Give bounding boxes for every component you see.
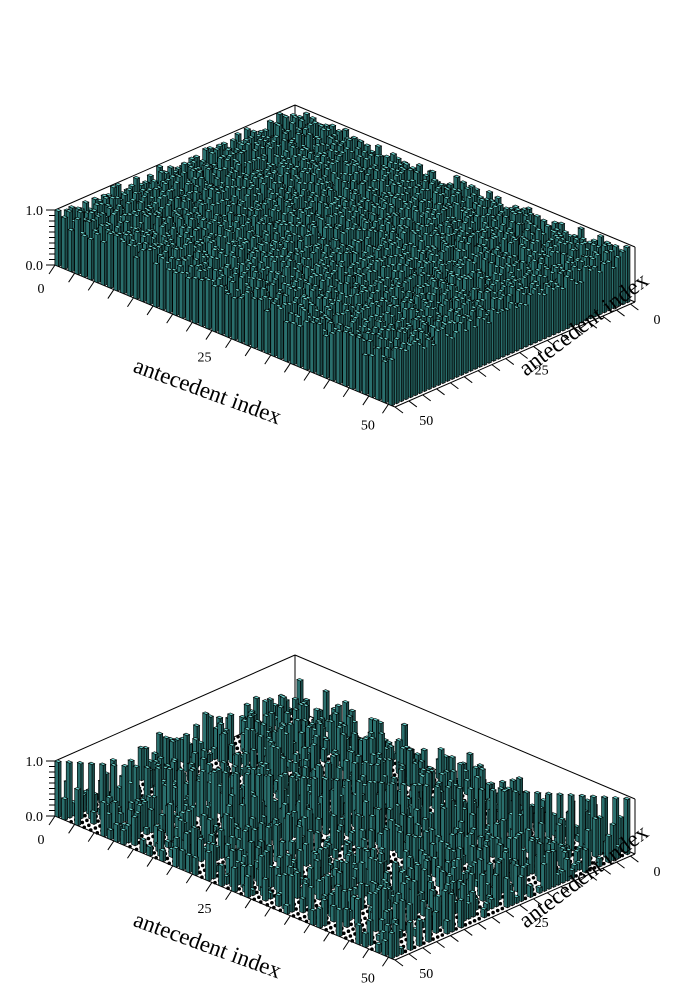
bar-top	[298, 118, 306, 122]
bar-top	[253, 143, 262, 147]
frame-edge	[54, 104, 296, 211]
z-tick-label: 0.0	[26, 259, 44, 274]
bar-top	[242, 138, 251, 142]
bar-top	[250, 129, 258, 133]
z-tick-label: 1.0	[26, 204, 44, 219]
bar-top	[315, 136, 323, 141]
bar-top	[341, 127, 350, 132]
z-axis: 0.0 1.0	[26, 204, 55, 274]
bar-top	[229, 138, 238, 142]
bar-top	[296, 114, 304, 119]
bar-top	[374, 144, 383, 148]
bar-top	[356, 139, 365, 143]
bar-top	[306, 122, 315, 126]
bar-top	[302, 111, 311, 116]
bars	[54, 111, 631, 407]
bar-top	[301, 126, 310, 131]
bar-top	[311, 120, 319, 124]
bar-top	[281, 131, 290, 135]
bar-top	[336, 143, 345, 147]
frame-edge	[294, 104, 636, 248]
bar-top	[318, 142, 327, 146]
bar-top	[282, 114, 290, 119]
bar-top	[320, 151, 329, 155]
bar-top	[330, 133, 339, 137]
bar-top	[287, 140, 295, 145]
bar-top	[291, 115, 300, 119]
bar-top	[275, 111, 284, 116]
bar-top	[330, 142, 338, 146]
bar-top	[305, 132, 314, 136]
frame-edge	[394, 301, 636, 408]
bar-top	[339, 140, 347, 144]
bar-top	[265, 142, 273, 146]
bar-top	[303, 147, 311, 151]
bar-top	[243, 127, 252, 131]
bar-top	[295, 127, 304, 131]
bar-top	[317, 123, 326, 128]
bar-top	[328, 136, 336, 140]
bar-top	[247, 135, 255, 139]
bar-top	[280, 138, 289, 142]
bar-top	[257, 129, 265, 134]
bar-top	[319, 127, 328, 131]
bar-top	[324, 127, 332, 131]
bar-top	[350, 135, 359, 140]
bar-top	[261, 128, 270, 132]
bar-top	[288, 121, 297, 125]
bar-top	[266, 119, 275, 123]
bar-top	[314, 143, 322, 147]
bar-top	[335, 128, 344, 133]
bar-top	[363, 143, 372, 147]
bar-top	[272, 134, 280, 138]
bar-top	[269, 139, 278, 143]
bar-top	[298, 147, 307, 152]
bar-top	[234, 132, 242, 136]
bar-top	[284, 128, 292, 133]
bar-top	[220, 141, 229, 145]
bar-top	[309, 116, 317, 120]
bar-top	[256, 137, 265, 142]
bar-top	[328, 123, 337, 127]
bar-top	[343, 146, 351, 150]
bar-top	[322, 123, 330, 127]
bar-top	[294, 131, 303, 136]
bar-top	[275, 123, 283, 127]
bar-top	[345, 137, 354, 142]
